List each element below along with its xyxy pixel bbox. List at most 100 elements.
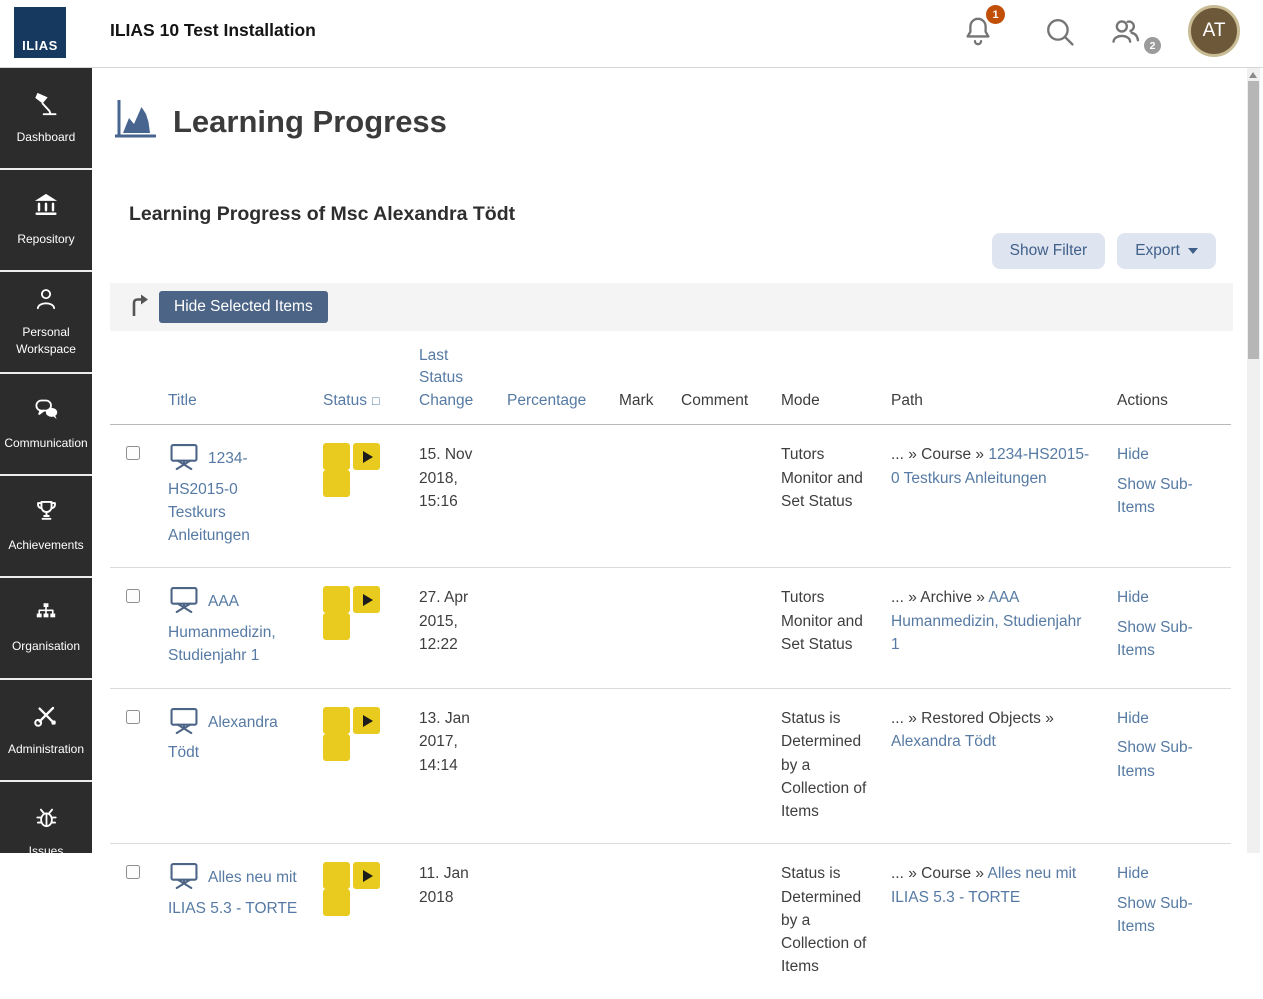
- comment-column-header: Comment: [665, 337, 765, 426]
- comment-value: [665, 688, 765, 844]
- sidebar-item-label: Personal Workspace: [16, 324, 76, 356]
- export-button[interactable]: Export: [1117, 233, 1216, 269]
- show-sub-items-action-link[interactable]: Show Sub-Items: [1117, 739, 1193, 780]
- mode-value: Status is Determined by a Collection of …: [765, 843, 875, 999]
- table-row: Alexandra Tödt 13. Jan 2017, 14:14 Statu…: [110, 688, 1231, 844]
- hide-selected-items-button[interactable]: Hide Selected Items: [159, 291, 328, 323]
- status-in-progress-icon: [353, 707, 380, 735]
- avatar[interactable]: AT: [1188, 5, 1240, 57]
- sidebar-item-repository[interactable]: Repository: [0, 170, 92, 272]
- sidebar-item-issues[interactable]: Issues: [0, 782, 92, 853]
- status-box-icon: [323, 862, 350, 890]
- sidebar-item-label: Dashboard: [16, 129, 76, 144]
- sidebar-item-communication[interactable]: Communication: [0, 374, 92, 476]
- notifications-badge: 1: [986, 5, 1005, 24]
- hide-action-link[interactable]: Hide: [1117, 589, 1149, 607]
- percentage-value: [491, 567, 603, 689]
- row-select-checkbox[interactable]: [126, 446, 140, 461]
- status-in-progress-icon: [353, 586, 380, 614]
- row-title-link[interactable]: Alexandra Tödt: [168, 714, 278, 762]
- table-row: Alles neu mit ILIAS 5.3 - TORTE 11. Jan …: [110, 843, 1231, 999]
- show-filter-button[interactable]: Show Filter: [991, 233, 1106, 269]
- mark-value: [603, 425, 665, 568]
- row-select-checkbox[interactable]: [126, 589, 140, 604]
- row-select-checkbox[interactable]: [126, 710, 140, 725]
- table-row: 1234-HS2015-0 Testkurs Anleitungen 15. N…: [110, 425, 1231, 568]
- desk-lamp-icon: [33, 90, 60, 122]
- row-select-checkbox[interactable]: [126, 865, 140, 880]
- status-box-icon: [323, 586, 350, 614]
- search-icon[interactable]: [1042, 14, 1078, 50]
- select-column-header: [110, 337, 152, 426]
- turn-right-arrow-icon: [128, 293, 150, 322]
- path-link[interactable]: 1234-HS2015-0 Testkurs Anleitungen: [891, 446, 1090, 487]
- learning-progress-chart-icon: [112, 97, 158, 146]
- top-bar: ILIAS ILIAS 10 Test Installation 1 2 AT: [0, 0, 1263, 68]
- hide-action-link[interactable]: Hide: [1117, 710, 1149, 728]
- percentage-column-header: Percentage: [491, 337, 603, 426]
- path-prefix: ... » Course »: [891, 865, 988, 883]
- museum-icon: [32, 191, 60, 224]
- actions-column-header: Actions: [1101, 337, 1231, 426]
- installation-title: ILIAS 10 Test Installation: [110, 20, 316, 40]
- hide-action-link[interactable]: Hide: [1117, 865, 1149, 883]
- scrollbar-thumb[interactable]: [1248, 81, 1259, 359]
- sort-by-title-link[interactable]: Title: [168, 391, 197, 409]
- sort-by-percentage-link[interactable]: Percentage: [507, 391, 587, 409]
- sort-by-status-link[interactable]: Status: [323, 391, 367, 409]
- sidebar-item-achievements[interactable]: Achievements: [0, 476, 92, 578]
- status-box-icon: [323, 889, 350, 917]
- sidebar-item-administration[interactable]: Administration: [0, 680, 92, 782]
- actions-cell: Hide Show Sub-Items: [1101, 567, 1231, 689]
- hide-action-link[interactable]: Hide: [1117, 446, 1149, 464]
- mode-value: Tutors Monitor and Set Status: [765, 567, 875, 689]
- path-prefix: ... » Restored Objects »: [891, 710, 1054, 728]
- status-box-icon: [323, 470, 350, 498]
- page-title-block: Learning Progress: [112, 97, 1247, 146]
- notifications-bell-icon[interactable]: [960, 14, 996, 50]
- vertical-scrollbar[interactable]: [1247, 68, 1260, 853]
- actions-cell: Hide Show Sub-Items: [1101, 425, 1231, 568]
- sidebar-item-label: Repository: [17, 232, 75, 247]
- title-column-header: Title: [152, 337, 307, 426]
- last-status-change-column-header: Last Status Change: [403, 337, 491, 426]
- path-prefix: ... » Course »: [891, 446, 989, 464]
- sort-by-last-status-change-link[interactable]: Last Status Change: [419, 347, 474, 409]
- scroll-up-arrow[interactable]: [1249, 72, 1257, 78]
- path-link[interactable]: Alexandra Tödt: [891, 733, 996, 751]
- table-action-buttons: Show Filter Export: [92, 233, 1247, 269]
- contacts-users-icon[interactable]: [1108, 14, 1144, 50]
- sidebar-item-label: Communication: [4, 435, 88, 450]
- status-box-icon: [323, 613, 350, 641]
- status-box-icon: [323, 707, 350, 735]
- show-sub-items-action-link[interactable]: Show Sub-Items: [1117, 618, 1193, 659]
- percentage-value: [491, 843, 603, 999]
- status-column-header: Status □: [307, 337, 403, 426]
- table-row: AAA Humanmedizin, Studienjahr 1 27. Apr …: [110, 567, 1231, 689]
- status-in-progress-icon: [353, 862, 380, 890]
- learning-progress-table: Title Status □ Last Status Change Percent…: [110, 337, 1231, 999]
- sidebar-item-personal-workspace[interactable]: Personal Workspace: [0, 272, 92, 374]
- sidebar-item-dashboard[interactable]: Dashboard: [0, 68, 92, 170]
- last-status-change-value: 15. Nov 2018, 15:16: [419, 446, 473, 510]
- play-icon: [363, 450, 373, 463]
- row-title-link[interactable]: AAA Humanmedizin, Studienjahr 1: [168, 593, 276, 664]
- course-icon: [168, 586, 200, 620]
- ilias-logo-text: ILIAS: [22, 38, 58, 53]
- path-cell: ... » Course » 1234-HS2015-0 Testkurs An…: [875, 425, 1101, 568]
- status-box-icon: [323, 443, 350, 471]
- show-sub-items-action-link[interactable]: Show Sub-Items: [1117, 894, 1193, 935]
- sidebar-item-label: Achievements: [8, 537, 84, 552]
- sidebar-item-organisation[interactable]: Organisation: [0, 578, 92, 680]
- mark-column-header: Mark: [603, 337, 665, 426]
- course-icon: [168, 443, 200, 477]
- row-title-link[interactable]: 1234-HS2015-0 Testkurs Anleitungen: [168, 450, 250, 545]
- path-cell: ... » Archive » AAA Humanmedizin, Studie…: [875, 567, 1101, 689]
- path-link[interactable]: AAA Humanmedizin, Studienjahr 1: [891, 589, 1082, 653]
- course-icon: [168, 862, 200, 896]
- show-sub-items-action-link[interactable]: Show Sub-Items: [1117, 475, 1193, 516]
- org-chart-icon: [33, 600, 59, 631]
- mark-value: [603, 843, 665, 999]
- status-box-icon: [323, 734, 350, 762]
- ilias-logo[interactable]: ILIAS: [14, 7, 66, 58]
